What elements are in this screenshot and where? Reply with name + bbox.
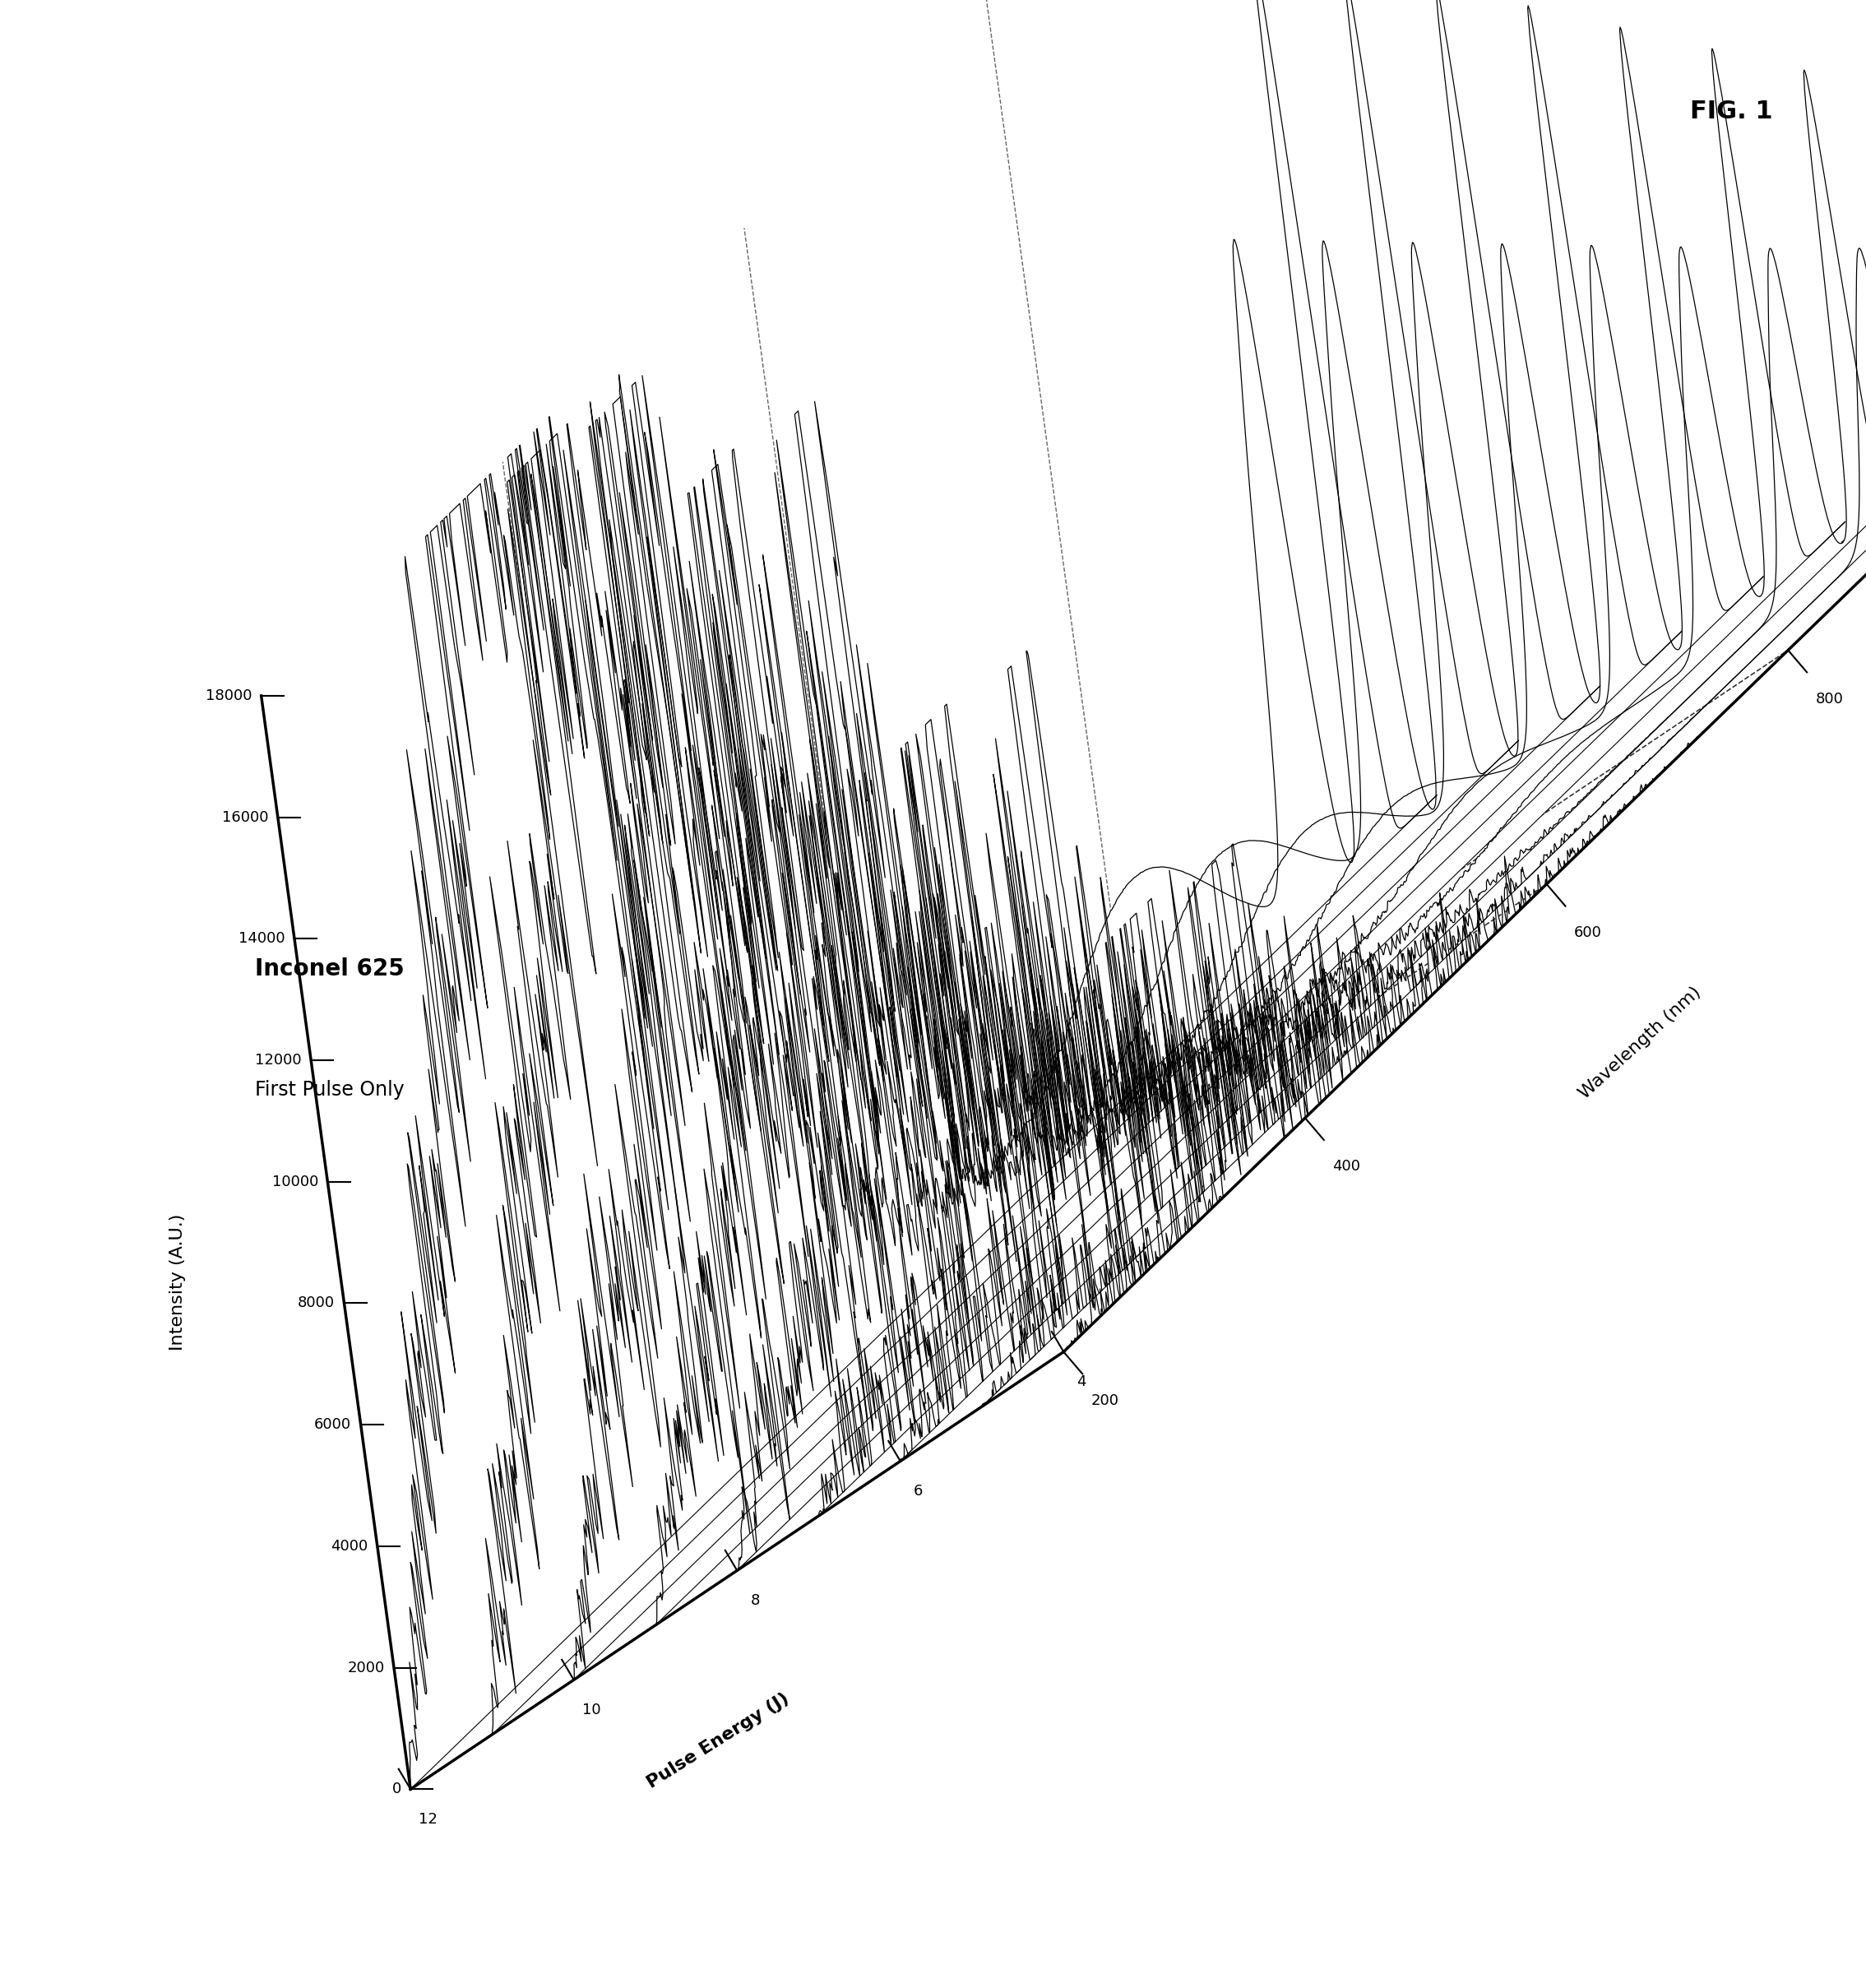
Polygon shape [819, 48, 1845, 1515]
Text: Wavelength (nm): Wavelength (nm) [1577, 984, 1704, 1101]
Text: 2000: 2000 [347, 1660, 384, 1676]
Polygon shape [401, 0, 1437, 1789]
Text: 4: 4 [1077, 1376, 1086, 1390]
Polygon shape [655, 6, 1681, 1626]
Text: First Pulse Only: First Pulse Only [256, 1079, 405, 1099]
Polygon shape [899, 70, 1866, 1461]
Polygon shape [982, 163, 1866, 1408]
Text: Pulse Energy (J): Pulse Energy (J) [644, 1690, 793, 1791]
Text: 8: 8 [750, 1594, 759, 1608]
Text: 10: 10 [582, 1704, 601, 1718]
Text: 12000: 12000 [256, 1054, 302, 1068]
Text: Inconel 625: Inconel 625 [256, 958, 405, 980]
Polygon shape [485, 0, 1519, 1734]
Text: 200: 200 [1092, 1394, 1120, 1408]
Text: 6000: 6000 [313, 1417, 351, 1431]
Text: 10000: 10000 [272, 1175, 319, 1189]
Text: Intensity (A.U.): Intensity (A.U.) [170, 1215, 185, 1350]
Text: 0: 0 [392, 1781, 401, 1797]
Text: 6: 6 [914, 1485, 924, 1499]
Polygon shape [737, 28, 1763, 1571]
Polygon shape [575, 0, 1601, 1680]
Text: 400: 400 [1332, 1159, 1360, 1173]
Text: 14000: 14000 [239, 930, 285, 946]
Text: 4000: 4000 [330, 1539, 368, 1555]
Text: 18000: 18000 [205, 688, 252, 704]
Text: 600: 600 [1575, 924, 1601, 940]
Text: 16000: 16000 [222, 809, 269, 825]
Text: 8000: 8000 [299, 1296, 334, 1310]
Text: FIG. 1: FIG. 1 [1691, 99, 1773, 123]
Text: 12: 12 [420, 1813, 439, 1827]
Polygon shape [1064, 113, 1866, 1352]
Text: 800: 800 [1816, 692, 1844, 706]
